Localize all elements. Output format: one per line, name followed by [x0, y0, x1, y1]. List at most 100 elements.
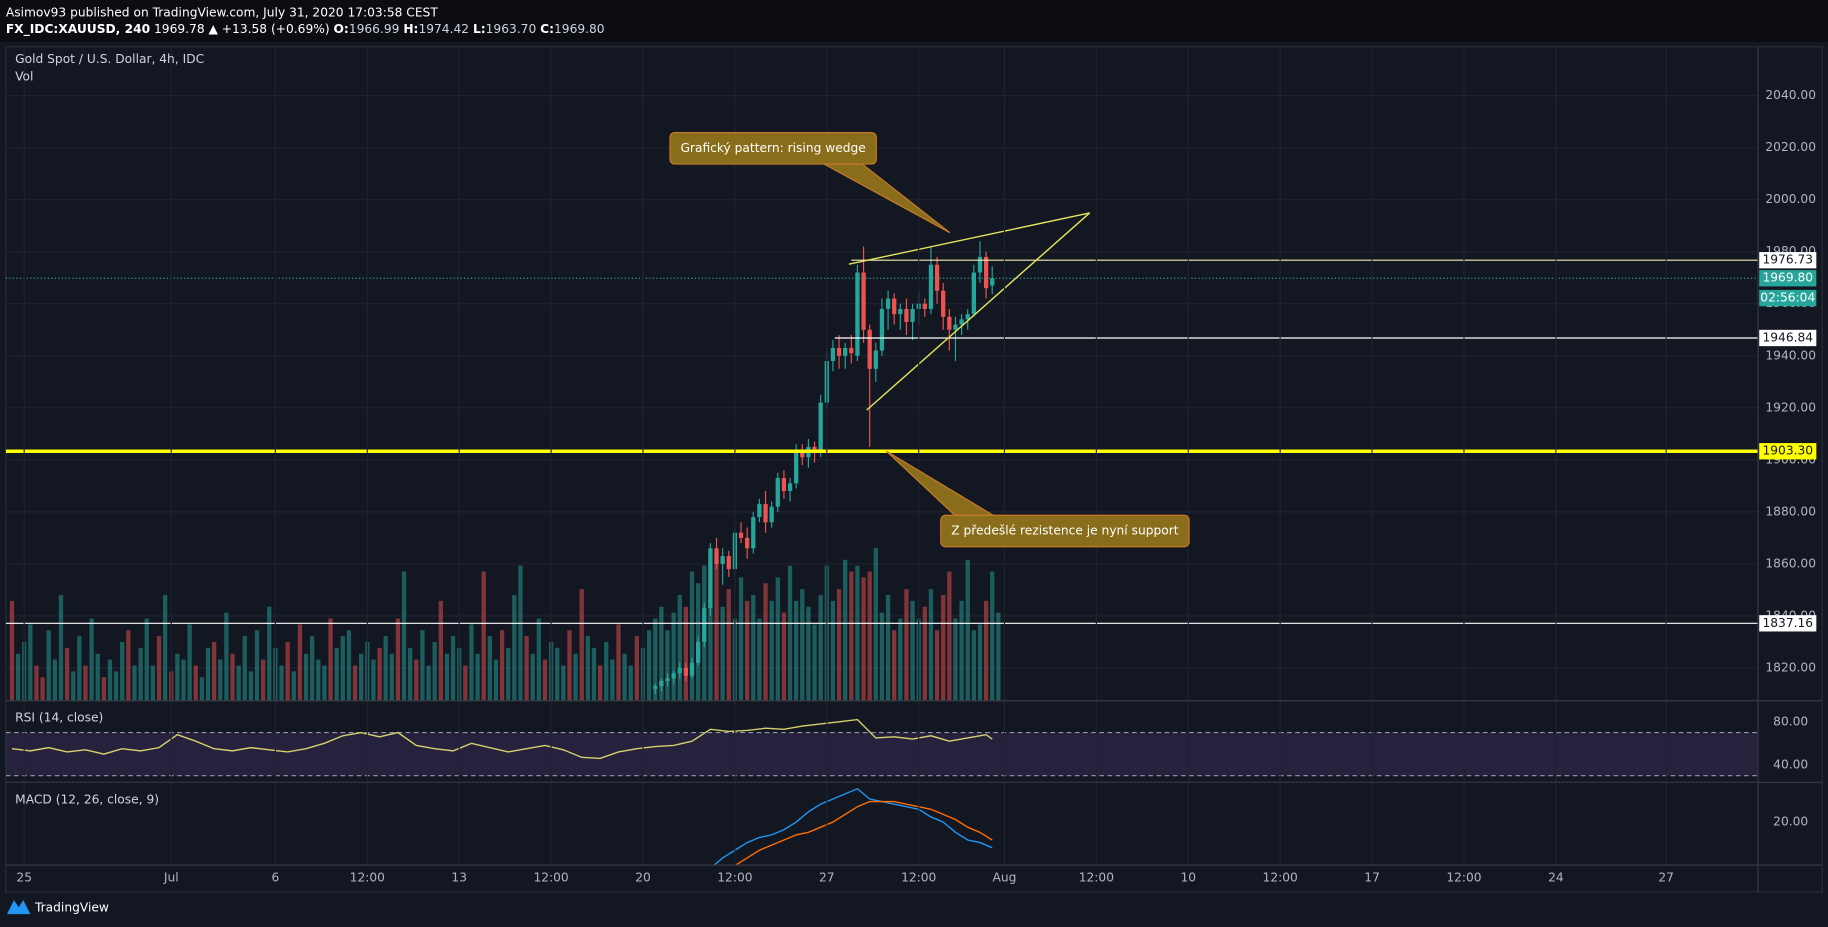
volume-bar — [199, 677, 205, 701]
y-tick-label: 1940.00 — [1765, 348, 1816, 362]
volume-bar — [536, 618, 541, 701]
last-price-tag: 1969.80 — [1762, 271, 1813, 285]
x-tick-label: 12:00 — [901, 870, 936, 884]
candle-body — [659, 680, 664, 687]
volume-bar — [267, 606, 272, 701]
volume-bar — [499, 630, 505, 701]
candle-body — [683, 667, 689, 676]
volume-bar — [879, 612, 885, 701]
volume-bar — [812, 624, 817, 701]
volume-bar — [132, 665, 137, 701]
volume-bar — [689, 571, 695, 701]
candle-body — [953, 324, 958, 330]
volume-bar — [377, 647, 382, 701]
volume-bar — [469, 624, 474, 701]
candle-body — [818, 402, 823, 453]
volume-bar — [934, 630, 940, 701]
volume-bar — [205, 647, 211, 701]
volume-bar — [346, 630, 352, 701]
candle-body — [689, 662, 695, 676]
candle-body — [677, 667, 682, 674]
y-tick-label: 2000.00 — [1765, 192, 1816, 206]
volume-bar — [322, 665, 327, 701]
tradingview-logo: TradingView — [6, 900, 109, 915]
x-tick-label: Aug — [993, 870, 1017, 884]
volume-bar — [745, 600, 750, 701]
volume-bar — [757, 618, 762, 701]
volume-bar — [806, 606, 811, 701]
candle-body — [812, 446, 817, 453]
volume-bar — [769, 600, 774, 701]
volume-bar — [518, 565, 523, 701]
volume-bar — [983, 600, 989, 701]
callout-text: Grafický pattern: rising wedge — [680, 141, 865, 155]
volume-bar — [303, 653, 309, 701]
header-bar — [0, 0, 1828, 43]
volume-bar — [438, 600, 443, 701]
volume-bar — [261, 659, 266, 701]
close-label: C: — [540, 22, 554, 36]
callout-box — [940, 514, 1190, 548]
volume-bar — [818, 595, 823, 701]
y-tick-label: 80.00 — [1773, 714, 1808, 728]
volume-bar — [763, 583, 768, 701]
callout: Grafický pattern: rising wedge — [669, 131, 951, 234]
volume-bar — [371, 659, 376, 701]
x-tick-label: 27 — [819, 870, 835, 884]
candle-body — [849, 347, 854, 354]
volume-bar — [555, 647, 560, 701]
volume-bar — [646, 630, 652, 701]
x-tick-label: 12:00 — [350, 870, 385, 884]
volume-bar — [71, 671, 76, 701]
volume-bar — [113, 671, 119, 701]
volume-bar — [126, 630, 131, 701]
volume-bar — [892, 630, 897, 701]
volume-bar — [401, 571, 407, 701]
volume-bar — [628, 665, 633, 701]
volume-bar — [340, 636, 345, 701]
callout-box — [669, 131, 877, 165]
volume-bar — [573, 653, 578, 701]
volume-bar — [144, 618, 149, 701]
volume-bar — [450, 636, 456, 701]
volume-bar — [175, 653, 180, 701]
volume-bar — [965, 559, 970, 701]
volume-bar — [138, 647, 143, 701]
volume-bar — [34, 665, 39, 701]
volume-bar — [867, 571, 872, 701]
rsi-title: RSI (14, close) — [15, 711, 103, 725]
volume-bar — [990, 571, 995, 701]
volume-bar — [800, 589, 805, 701]
macd-title: MACD (12, 26, close, 9) — [15, 792, 159, 806]
volume-bar — [83, 665, 88, 701]
trendline — [848, 212, 1090, 265]
low-label: L: — [473, 22, 486, 36]
high-label: H: — [403, 22, 418, 36]
volume-bar — [873, 548, 878, 701]
indicator-line — [734, 800, 993, 866]
pane-2 — [712, 787, 993, 866]
volume-bar — [64, 647, 70, 701]
candle-body — [873, 350, 878, 369]
volume-bar — [414, 659, 419, 701]
volume-bar — [830, 600, 836, 701]
last-price-tag-bg — [1759, 270, 1817, 287]
volume-bar — [524, 636, 529, 701]
volume-bar — [432, 642, 437, 701]
volume-bar — [885, 595, 891, 701]
candle-body — [947, 316, 952, 330]
volume-bar — [720, 606, 725, 701]
volume-bar — [622, 653, 627, 701]
volume-bar — [794, 600, 799, 701]
volume-bar — [610, 659, 615, 701]
x-tick-label: 12:00 — [1079, 870, 1114, 884]
volume-bar — [316, 659, 321, 701]
volume-bar — [653, 618, 658, 701]
price-tag-bg — [1759, 252, 1817, 269]
volume-bar — [585, 636, 591, 701]
volume-bar — [101, 677, 106, 701]
volume-bar — [561, 665, 566, 701]
low: 1963.70 — [486, 22, 537, 36]
volume-bar — [475, 653, 480, 701]
